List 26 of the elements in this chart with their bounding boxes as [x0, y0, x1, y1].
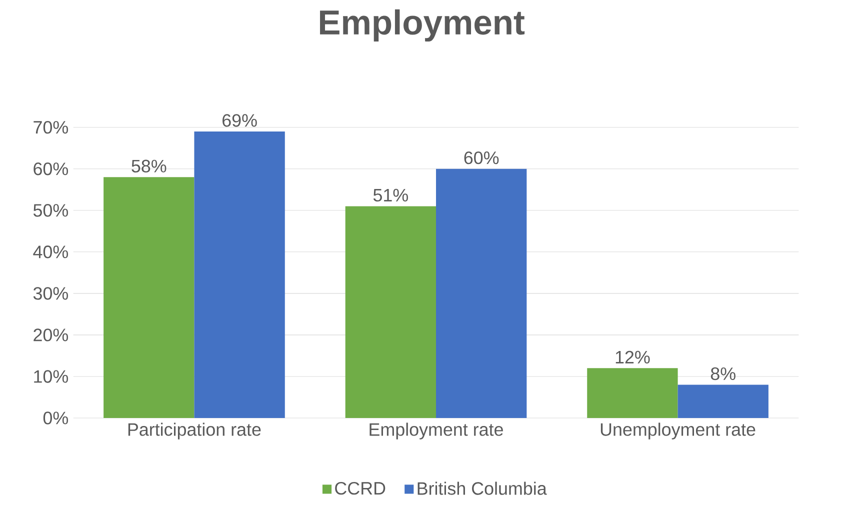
y-tick-label: 40%	[33, 246, 68, 258]
y-tick-label: 0%	[43, 412, 68, 424]
bar	[194, 131, 285, 418]
x-tick-label: Employment rate	[370, 422, 503, 440]
data-label: 60%	[464, 151, 499, 164]
data-label: 8%	[710, 367, 736, 380]
chart-title: Employment	[320, 9, 525, 42]
data-label: 51%	[373, 188, 408, 202]
y-tick-label: 70%	[34, 120, 68, 134]
bar	[104, 177, 194, 418]
bar	[345, 206, 436, 418]
bar	[587, 368, 678, 418]
y-tick-label: 30%	[33, 287, 68, 300]
data-label: 58%	[132, 160, 166, 172]
y-tick-label: 10%	[34, 370, 68, 383]
y-tick-label: 60%	[34, 162, 68, 176]
bar	[436, 168, 527, 418]
legend-label: British Columbia	[418, 482, 547, 495]
bar	[678, 384, 768, 418]
data-label: 12%	[616, 350, 650, 364]
x-tick-label: Unemployment rate	[600, 422, 756, 440]
x-tick-label: Participation rate	[128, 422, 261, 440]
data-label: 69%	[222, 114, 257, 127]
y-tick-label: 20%	[34, 328, 68, 342]
y-tick-label: 50%	[33, 204, 68, 217]
legend-label: CCRD	[335, 482, 386, 495]
